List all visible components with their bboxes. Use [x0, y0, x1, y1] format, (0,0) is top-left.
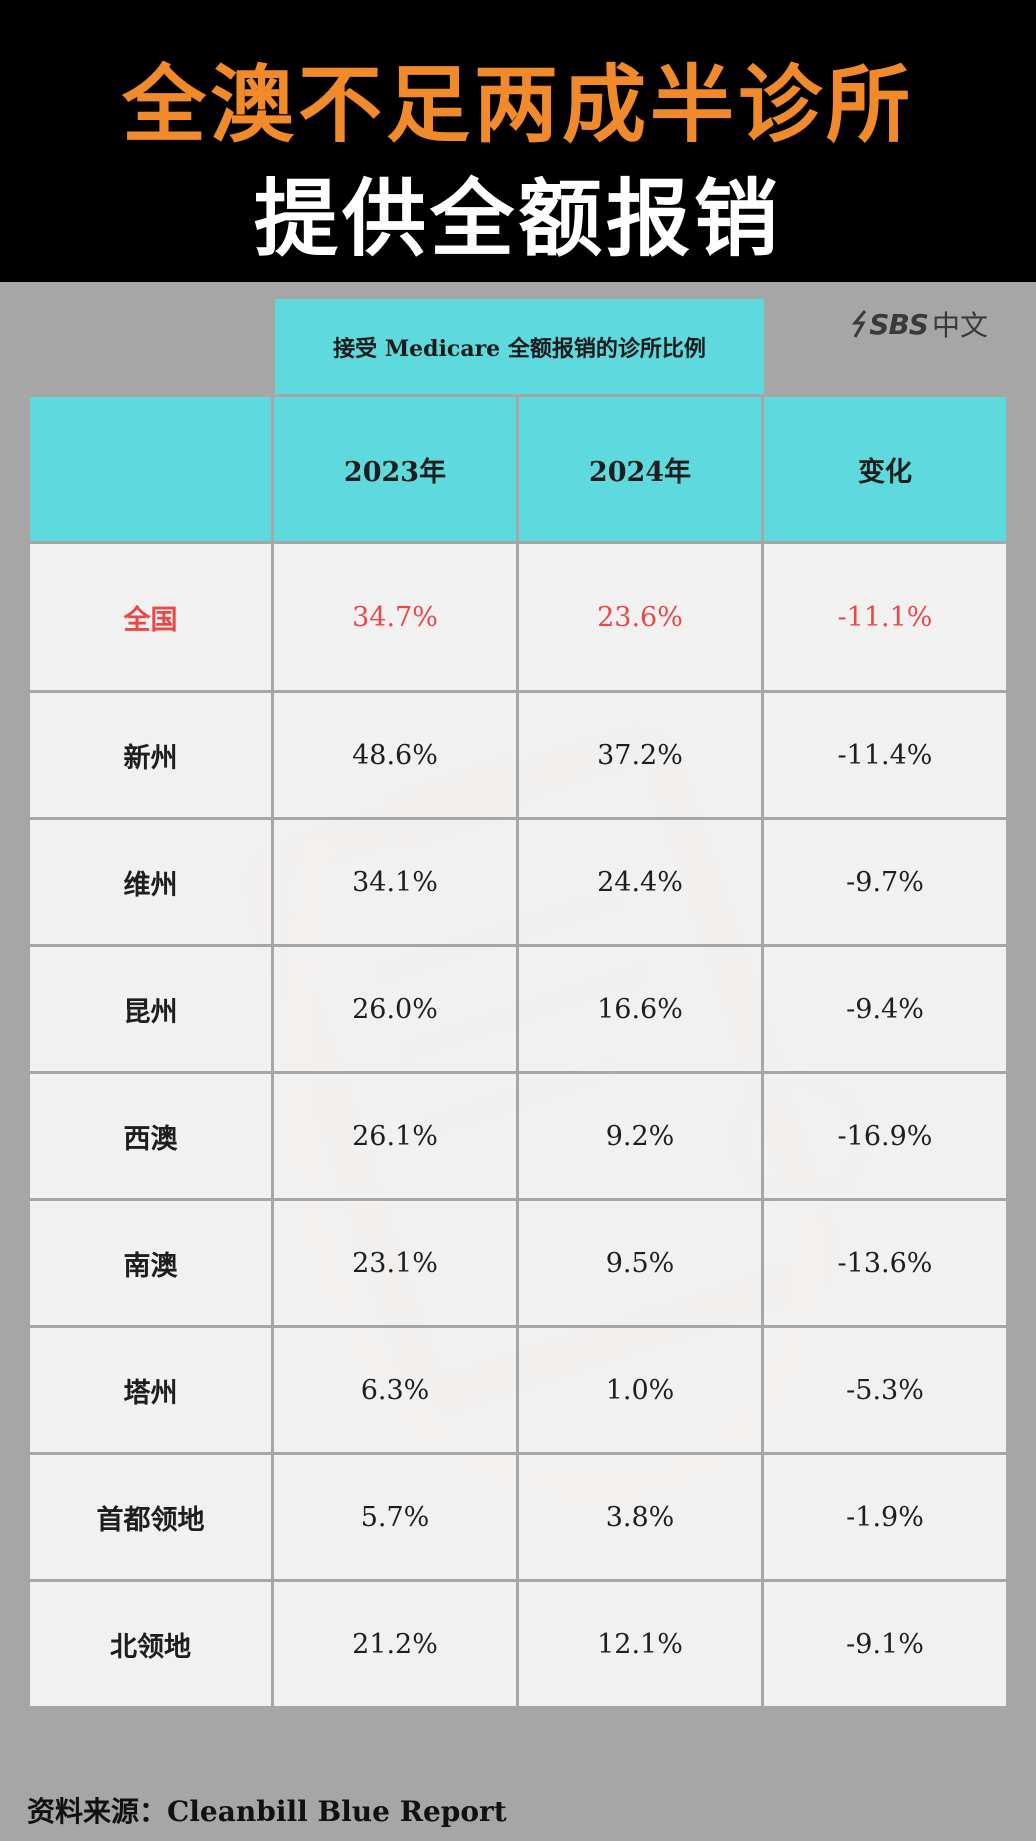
value-2024-cell: 16.6% — [516, 944, 764, 1074]
logo-brand: SBS — [869, 307, 929, 341]
change-cell: -9.7% — [761, 817, 1009, 947]
region-cell: 北领地 — [27, 1579, 274, 1709]
region-cell: 塔州 — [27, 1325, 274, 1455]
change-cell: -9.4% — [761, 944, 1009, 1074]
change-cell: -11.4% — [761, 690, 1009, 820]
table-row: 昆州 26.0% 16.6% -9.4% — [27, 944, 1009, 1074]
data-table: 2023年 2024年 变化 全国 34.7% 23.6% -11.1% 新州 48.6%… — [27, 394, 1009, 1709]
value-2023-cell: 34.1% — [271, 817, 519, 947]
region-cell: 西澳 — [27, 1071, 274, 1201]
value-2024-cell: 3.8% — [516, 1452, 764, 1582]
header-cell-change: 变化 — [761, 394, 1009, 544]
table-row: 塔州 6.3% 1.0% -5.3% — [27, 1325, 1009, 1455]
value-2024-cell: 1.0% — [516, 1325, 764, 1455]
table-body: 全国 34.7% 23.6% -11.1% 新州 48.6% 37.2% -11.4% 维州 34… — [27, 541, 1009, 1709]
value-2023-cell: 26.0% — [271, 944, 519, 1074]
change-cell: -13.6% — [761, 1198, 1009, 1328]
value-2024-cell: 12.1% — [516, 1579, 764, 1709]
table-row: 首都领地 5.7% 3.8% -1.9% — [27, 1452, 1009, 1582]
table-row: 全国 34.7% 23.6% -11.1% — [27, 541, 1009, 693]
table-row: 北领地 21.2% 12.1% -9.1% — [27, 1579, 1009, 1709]
change-cell: -5.3% — [761, 1325, 1009, 1455]
table-caption: 接受 Medicare 全额报销的诊所比例 — [275, 299, 764, 394]
region-cell: 全国 — [27, 541, 274, 693]
value-2023-cell: 6.3% — [271, 1325, 519, 1455]
table-row: 西澳 26.1% 9.2% -16.9% — [27, 1071, 1009, 1201]
value-2024-cell: 24.4% — [516, 817, 764, 947]
value-2024-cell: 37.2% — [516, 690, 764, 820]
region-cell: 维州 — [27, 817, 274, 947]
header-cell-region — [27, 394, 274, 544]
header-banner: 全澳不足两成半诊所 提供全额报销 — [0, 0, 1036, 282]
change-cell: -9.1% — [761, 1579, 1009, 1709]
value-2023-cell: 48.6% — [271, 690, 519, 820]
title-line-1: 全澳不足两成半诊所 — [121, 56, 914, 154]
title-line-2: 提供全额报销 — [253, 170, 782, 268]
source-note: 资料来源：Cleanbill Blue Report — [27, 1795, 507, 1828]
header-cell-2023: 2023年 — [271, 394, 519, 544]
value-2023-cell: 34.7% — [271, 541, 519, 693]
change-cell: -11.1% — [761, 541, 1009, 693]
region-cell: 昆州 — [27, 944, 274, 1074]
change-cell: -16.9% — [761, 1071, 1009, 1201]
region-cell: 首都领地 — [27, 1452, 274, 1582]
value-2023-cell: 26.1% — [271, 1071, 519, 1201]
value-2024-cell: 9.2% — [516, 1071, 764, 1201]
change-cell: -1.9% — [761, 1452, 1009, 1582]
value-2024-cell: 23.6% — [516, 541, 764, 693]
sbs-logo-icon — [852, 310, 867, 338]
value-2023-cell: 5.7% — [271, 1452, 519, 1582]
table-row: 南澳 23.1% 9.5% -13.6% — [27, 1198, 1009, 1328]
value-2023-cell: 21.2% — [271, 1579, 519, 1709]
table-header-row: 2023年 2024年 变化 — [27, 394, 1009, 544]
header-cell-2024: 2024年 — [516, 394, 764, 544]
logo-suffix: 中文 — [931, 309, 988, 342]
region-cell: 南澳 — [27, 1198, 274, 1328]
region-cell: 新州 — [27, 690, 274, 820]
value-2024-cell: 9.5% — [516, 1198, 764, 1328]
value-2023-cell: 23.1% — [271, 1198, 519, 1328]
table-row: 新州 48.6% 37.2% -11.4% — [27, 690, 1009, 820]
table-row: 维州 34.1% 24.4% -9.7% — [27, 817, 1009, 947]
sbs-logo: SBS 中文 — [851, 304, 988, 344]
